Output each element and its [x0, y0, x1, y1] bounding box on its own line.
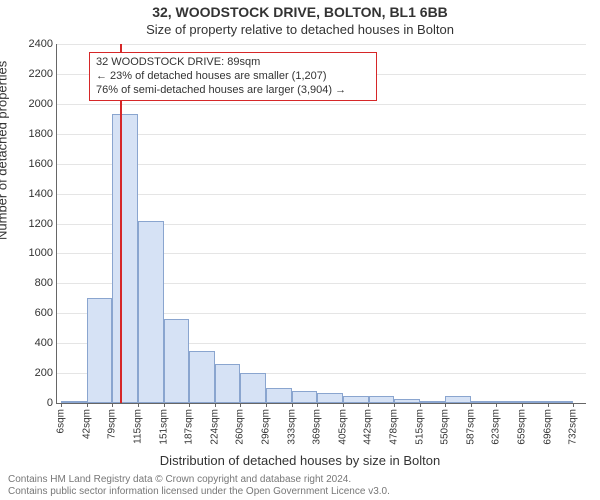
y-tick-label: 2200: [29, 68, 57, 80]
x-tick-label: 587sqm: [465, 409, 476, 445]
histogram-bar: [420, 401, 445, 403]
x-tick-label: 224sqm: [209, 409, 220, 445]
histogram-bar: [343, 396, 369, 403]
x-tick-label: 442sqm: [363, 409, 374, 445]
x-tick-mark: [138, 403, 139, 407]
x-tick-mark: [548, 403, 549, 407]
x-tick-mark: [266, 403, 267, 407]
y-tick-label: 0: [47, 397, 57, 409]
x-tick-label: 42sqm: [81, 409, 92, 439]
x-tick-mark: [240, 403, 241, 407]
x-tick-mark: [317, 403, 318, 407]
histogram-bar: [61, 401, 87, 403]
x-tick-mark: [522, 403, 523, 407]
histogram-bar: [112, 114, 138, 403]
histogram-bar: [317, 393, 342, 403]
gridline: [57, 44, 586, 45]
x-tick-label: 151sqm: [158, 409, 169, 445]
histogram-bar: [138, 221, 163, 403]
x-tick-label: 405sqm: [337, 409, 348, 445]
x-tick-label: 550sqm: [440, 409, 451, 445]
chart-footer: Contains HM Land Registry data © Crown c…: [8, 474, 592, 498]
histogram-bar: [240, 373, 265, 403]
y-tick-label: 2400: [29, 38, 57, 50]
chart-container: 32, WOODSTOCK DRIVE, BOLTON, BL1 6BB Siz…: [0, 0, 600, 500]
x-tick-label: 79sqm: [107, 409, 118, 439]
chart-title-sub: Size of property relative to detached ho…: [0, 22, 600, 37]
x-tick-label: 260sqm: [235, 409, 246, 445]
x-tick-mark: [215, 403, 216, 407]
annotation-box: 32 WOODSTOCK DRIVE: 89sqm← 23% of detach…: [89, 52, 377, 101]
chart-title-main: 32, WOODSTOCK DRIVE, BOLTON, BL1 6BB: [0, 4, 600, 20]
histogram-bar: [445, 396, 471, 403]
y-tick-label: 1000: [29, 247, 57, 259]
annotation-line: ← 23% of detached houses are smaller (1,…: [96, 70, 370, 84]
x-tick-mark: [496, 403, 497, 407]
y-tick-label: 1200: [29, 218, 57, 230]
x-tick-label: 115sqm: [133, 409, 144, 444]
x-tick-label: 623sqm: [491, 409, 502, 445]
x-tick-mark: [471, 403, 472, 407]
histogram-bar: [87, 298, 112, 403]
x-tick-label: 187sqm: [184, 409, 195, 445]
x-tick-mark: [112, 403, 113, 407]
x-tick-mark: [292, 403, 293, 407]
annotation-line: 32 WOODSTOCK DRIVE: 89sqm: [96, 56, 370, 70]
x-tick-label: 333sqm: [286, 409, 297, 445]
histogram-bar: [292, 391, 317, 403]
gridline: [57, 104, 586, 105]
histogram-bar: [266, 388, 292, 403]
histogram-bar: [496, 401, 521, 403]
x-tick-label: 369sqm: [312, 409, 323, 445]
x-tick-label: 6sqm: [56, 409, 67, 433]
histogram-bar: [548, 401, 573, 403]
x-tick-mark: [368, 403, 369, 407]
x-tick-mark: [164, 403, 165, 407]
y-tick-label: 400: [35, 337, 57, 349]
x-tick-label: 732sqm: [568, 409, 579, 445]
x-tick-label: 696sqm: [542, 409, 553, 445]
x-tick-mark: [573, 403, 574, 407]
x-tick-label: 659sqm: [517, 409, 528, 445]
x-axis-label: Distribution of detached houses by size …: [0, 453, 600, 468]
y-tick-label: 800: [35, 277, 57, 289]
y-tick-label: 600: [35, 307, 57, 319]
y-axis-label: Number of detached properties: [0, 61, 10, 240]
annotation-line: 76% of semi-detached houses are larger (…: [96, 84, 370, 98]
y-tick-label: 1800: [29, 128, 57, 140]
x-tick-mark: [343, 403, 344, 407]
x-tick-mark: [189, 403, 190, 407]
histogram-bar: [471, 401, 496, 403]
x-tick-mark: [445, 403, 446, 407]
x-tick-label: 515sqm: [414, 409, 425, 445]
histogram-bar: [394, 399, 420, 403]
histogram-bar: [369, 396, 394, 403]
histogram-bar: [215, 364, 240, 403]
x-tick-label: 296sqm: [261, 409, 272, 445]
y-tick-label: 2000: [29, 98, 57, 110]
plot-area: 0200400600800100012001400160018002000220…: [56, 44, 586, 404]
footer-line1: Contains HM Land Registry data © Crown c…: [8, 474, 592, 486]
histogram-bar: [189, 351, 215, 403]
x-tick-mark: [61, 403, 62, 407]
histogram-bar: [164, 319, 189, 403]
x-tick-mark: [420, 403, 421, 407]
y-tick-label: 1600: [29, 158, 57, 170]
histogram-bar: [522, 401, 548, 403]
y-tick-label: 1400: [29, 188, 57, 200]
footer-line2: Contains public sector information licen…: [8, 486, 592, 498]
x-tick-mark: [394, 403, 395, 407]
x-tick-mark: [87, 403, 88, 407]
x-tick-label: 478sqm: [389, 409, 400, 445]
y-tick-label: 200: [35, 367, 57, 379]
